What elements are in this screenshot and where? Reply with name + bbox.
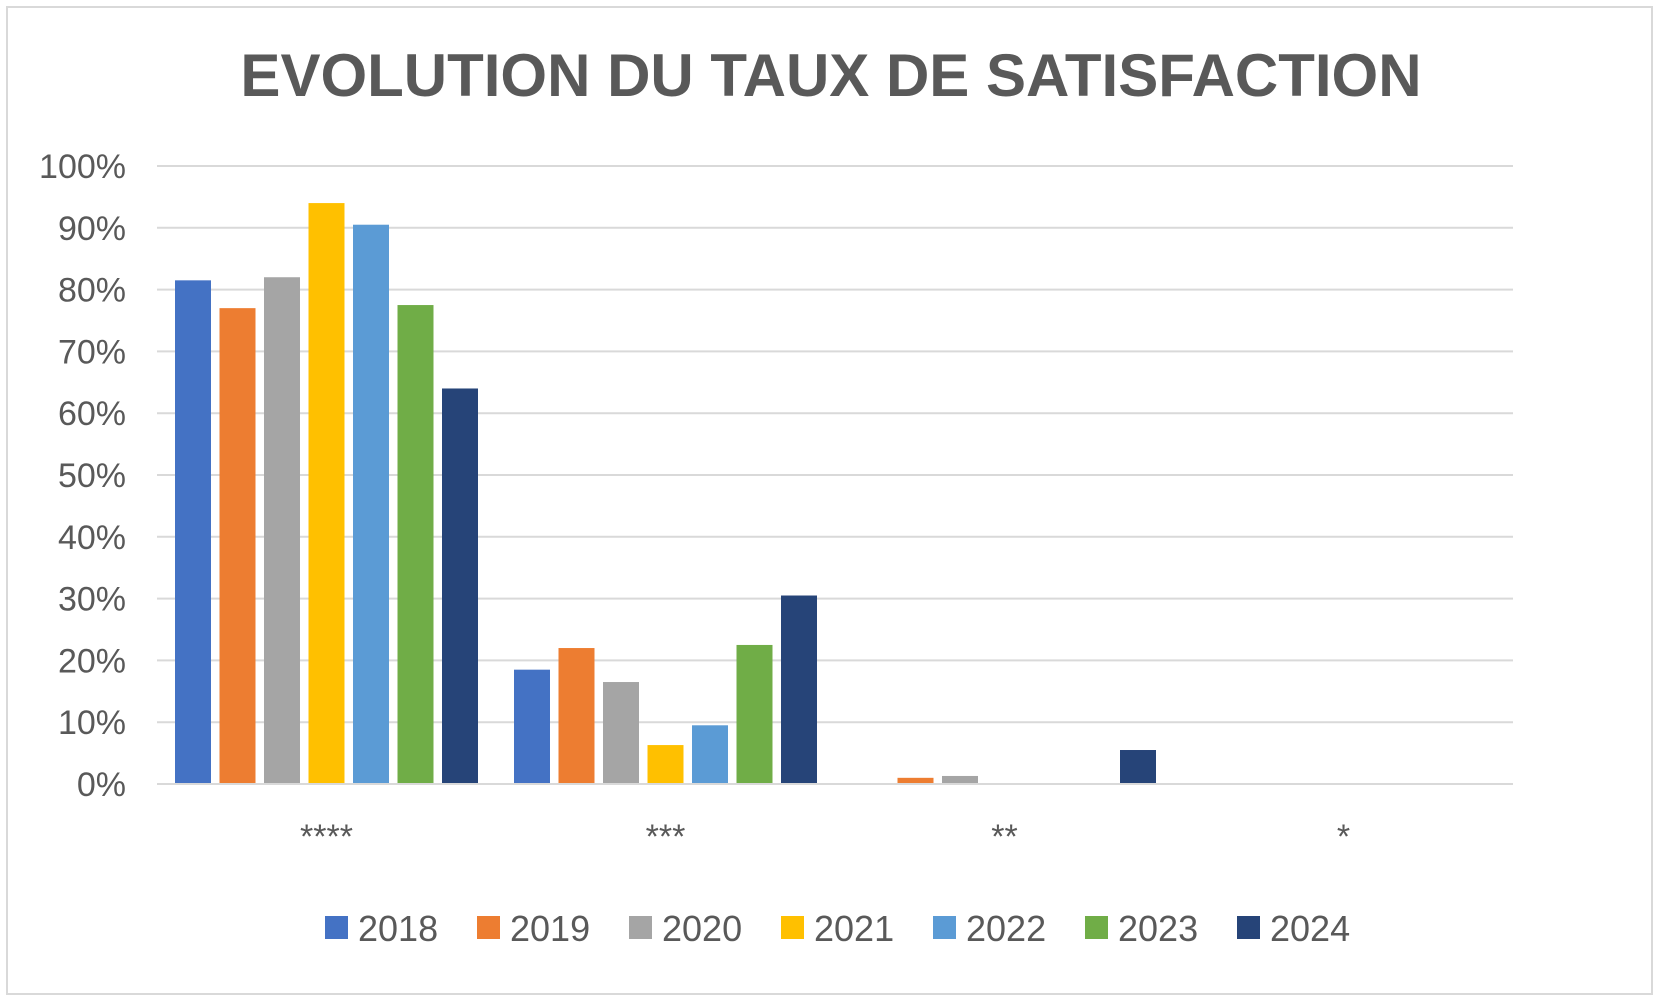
x-category-label: ***	[646, 818, 686, 856]
bars	[175, 203, 1156, 784]
y-axis-tick-labels: 0% 10% 20% 30% 40% 50% 60% 70% 80% 90% 100%	[39, 148, 126, 804]
legend-swatch-2020	[629, 916, 652, 939]
bar-2023-1	[736, 644, 773, 784]
y-tick-label: 90%	[58, 210, 126, 248]
legend-label: 2023	[1118, 908, 1198, 949]
bar-2019-0	[219, 308, 256, 784]
legend-swatch-2024	[1237, 916, 1260, 939]
y-tick-label: 50%	[58, 457, 126, 495]
x-category-label: ****	[300, 818, 353, 856]
y-tick-label: 70%	[58, 333, 126, 371]
y-tick-label: 40%	[58, 519, 126, 557]
legend-swatch-2018	[325, 916, 348, 939]
bar-2021-0	[308, 203, 345, 784]
bar-2021-1	[647, 745, 684, 784]
y-tick-label: 80%	[58, 272, 126, 310]
legend-label: 2018	[358, 908, 438, 949]
legend-label: 2019	[510, 908, 590, 949]
y-tick-label: 10%	[58, 704, 126, 742]
y-tick-label: 100%	[39, 148, 126, 186]
x-category-label: *	[1337, 818, 1350, 856]
bar-2019-1	[558, 648, 595, 784]
legend-swatch-2022	[933, 916, 956, 939]
bar-2019-2	[897, 777, 934, 784]
legend-label: 2020	[662, 908, 742, 949]
bar-2018-0	[175, 280, 211, 784]
legend-swatch-2021	[781, 916, 804, 939]
chart-title: EVOLUTION DU TAUX DE SATISFACTION	[240, 42, 1421, 109]
bar-2023-0	[397, 305, 434, 784]
bar-2020-2	[942, 775, 978, 784]
x-axis-category-labels: **** *** ** *	[300, 818, 1350, 856]
bar-2018-1	[514, 669, 550, 784]
legend-swatch-2019	[477, 916, 500, 939]
y-tick-label: 0%	[77, 766, 126, 804]
y-tick-label: 20%	[58, 642, 126, 680]
bar-2020-1	[603, 682, 639, 784]
legend-label: 2022	[966, 908, 1046, 949]
legend: 2018 2019 2020 2021 2022 2023 2024	[325, 908, 1350, 949]
bar-2024-1	[781, 595, 817, 784]
legend-label: 2024	[1270, 908, 1350, 949]
bar-2020-0	[264, 277, 300, 784]
bar-2024-0	[442, 388, 478, 784]
bar-2022-0	[353, 224, 389, 784]
y-tick-label: 30%	[58, 581, 126, 619]
bar-2022-1	[692, 725, 728, 784]
legend-label: 2021	[814, 908, 894, 949]
y-tick-label: 60%	[58, 395, 126, 433]
legend-swatch-2023	[1085, 916, 1108, 939]
bar-2024-2	[1120, 750, 1156, 784]
x-category-label: **	[991, 818, 1017, 856]
